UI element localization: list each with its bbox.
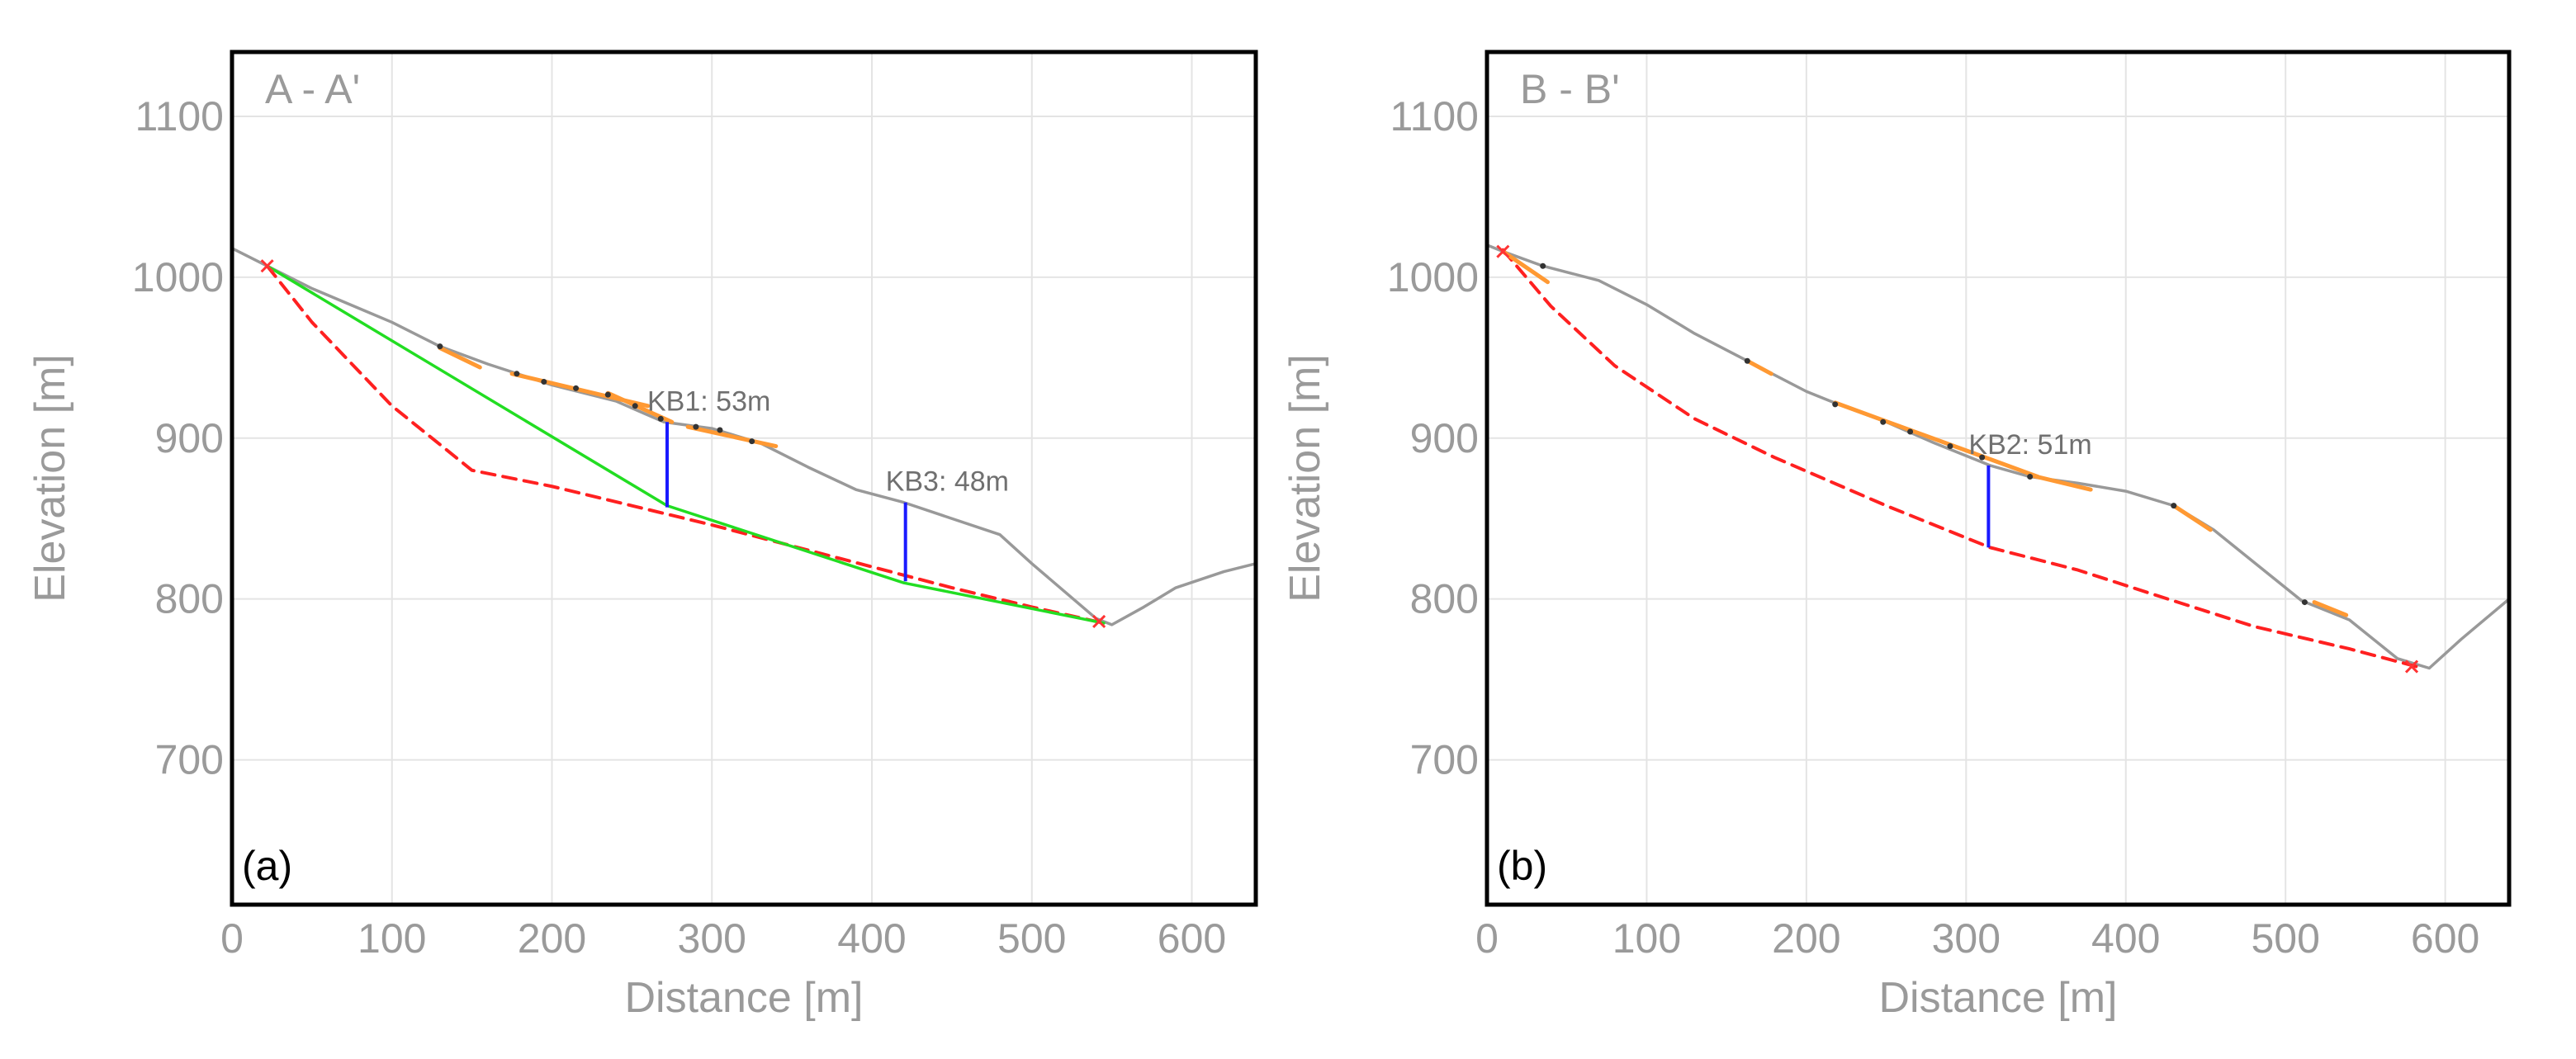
profile-point: [2027, 474, 2034, 480]
profile-point: [1979, 454, 1986, 461]
profile-point: [1540, 262, 1546, 269]
orange-segment: [2028, 473, 2093, 492]
y-tick-label: 900: [1410, 415, 1479, 461]
orange-segment: [1500, 249, 1551, 285]
profile-point: [604, 391, 611, 398]
x-tick-label: 0: [220, 915, 244, 962]
profile-point: [573, 385, 580, 391]
x-axis-label: Distance [m]: [625, 974, 864, 1022]
x-tick-label: 0: [1475, 915, 1499, 962]
profile-point: [749, 438, 755, 445]
y-tick-label: 800: [155, 576, 224, 622]
plot-area: [1487, 243, 2509, 674]
plot-area: [232, 247, 1256, 629]
x-tick-label: 300: [678, 915, 746, 962]
y-tick-label: 1000: [132, 254, 224, 300]
y-tick-label: 900: [155, 415, 224, 461]
plot-frame: [1485, 50, 2512, 907]
y-axis-label: Elevation [m]: [1281, 354, 1329, 603]
profile-point: [1947, 443, 1953, 450]
profile-point: [2301, 599, 2308, 606]
orange-segment: [2312, 600, 2349, 617]
panel-a: KB1: 53m KB3: 48m 0 100 200 300 400 500 600 700 80…: [26, 50, 1258, 1022]
endpoint-marker: [260, 259, 274, 273]
orange-segment: [438, 346, 482, 370]
profile-point: [657, 415, 664, 422]
endpoint-marker: [1092, 614, 1106, 629]
orange-segment: [1833, 400, 2040, 480]
y-axis-label: Elevation [m]: [26, 354, 74, 603]
profile-point: [1744, 357, 1750, 364]
profile-point: [1880, 418, 1887, 425]
x-tick-label: 600: [2411, 915, 2479, 962]
profile-point: [514, 371, 520, 377]
x-tick-label: 200: [1772, 915, 1840, 962]
annotation-label: KB3: 48m: [886, 466, 1009, 498]
panel-title: A - A': [265, 66, 360, 112]
x-tick-label: 400: [837, 915, 906, 962]
orange-segment: [2171, 503, 2213, 532]
profile-point: [717, 427, 723, 433]
profile-point: [541, 379, 547, 385]
panel-title: B - B': [1520, 66, 1620, 112]
orange-segment: [685, 424, 779, 449]
x-axis-label: Distance [m]: [1879, 974, 2118, 1022]
x-tick-label: 600: [1158, 915, 1226, 962]
series-green-line: [265, 264, 1106, 625]
x-tick-label: 100: [358, 915, 426, 962]
y-tick-label: 800: [1410, 576, 1479, 622]
profile-point: [437, 343, 443, 350]
y-tick-label: 700: [1410, 737, 1479, 783]
x-tick-label: 500: [997, 915, 1066, 962]
profile-point: [1907, 428, 1914, 435]
y-tick-label: 1000: [1387, 254, 1479, 300]
orange-segment: [1745, 358, 1773, 376]
y-tick-label: 1100: [135, 93, 224, 139]
endpoint-marker: [1496, 244, 1510, 258]
series-dashed-red-curve: [1501, 248, 2418, 669]
series-terrain-profile: [232, 247, 1256, 626]
annotation-label: KB2: 51m: [1968, 429, 2091, 461]
x-tick-label: 400: [2091, 915, 2160, 962]
x-tick-label: 200: [518, 915, 586, 962]
profile-point: [693, 423, 699, 430]
profile-point: [2171, 503, 2177, 509]
x-tick-label: 300: [1932, 915, 2001, 962]
panel-tag: (a): [242, 843, 292, 889]
profile-point: [632, 403, 638, 409]
series-dashed-red-curve: [265, 264, 1106, 625]
x-tick-label: 500: [2251, 915, 2319, 962]
panel-b: KB2: 51m 0 100 200 300 400 500 600 700 800 900 1000…: [1281, 50, 2512, 1022]
plot-frame: [230, 50, 1258, 907]
annotation-label: KB1: 53m: [647, 385, 770, 417]
endpoint-marker: [2404, 660, 2419, 674]
y-tick-label: 700: [155, 737, 224, 783]
x-tick-label: 100: [1612, 915, 1681, 962]
series-terrain-profile: [1487, 243, 2509, 670]
y-tick-label: 1100: [1390, 93, 1479, 139]
profile-point: [1832, 401, 1839, 408]
panel-tag: (b): [1497, 843, 1547, 889]
